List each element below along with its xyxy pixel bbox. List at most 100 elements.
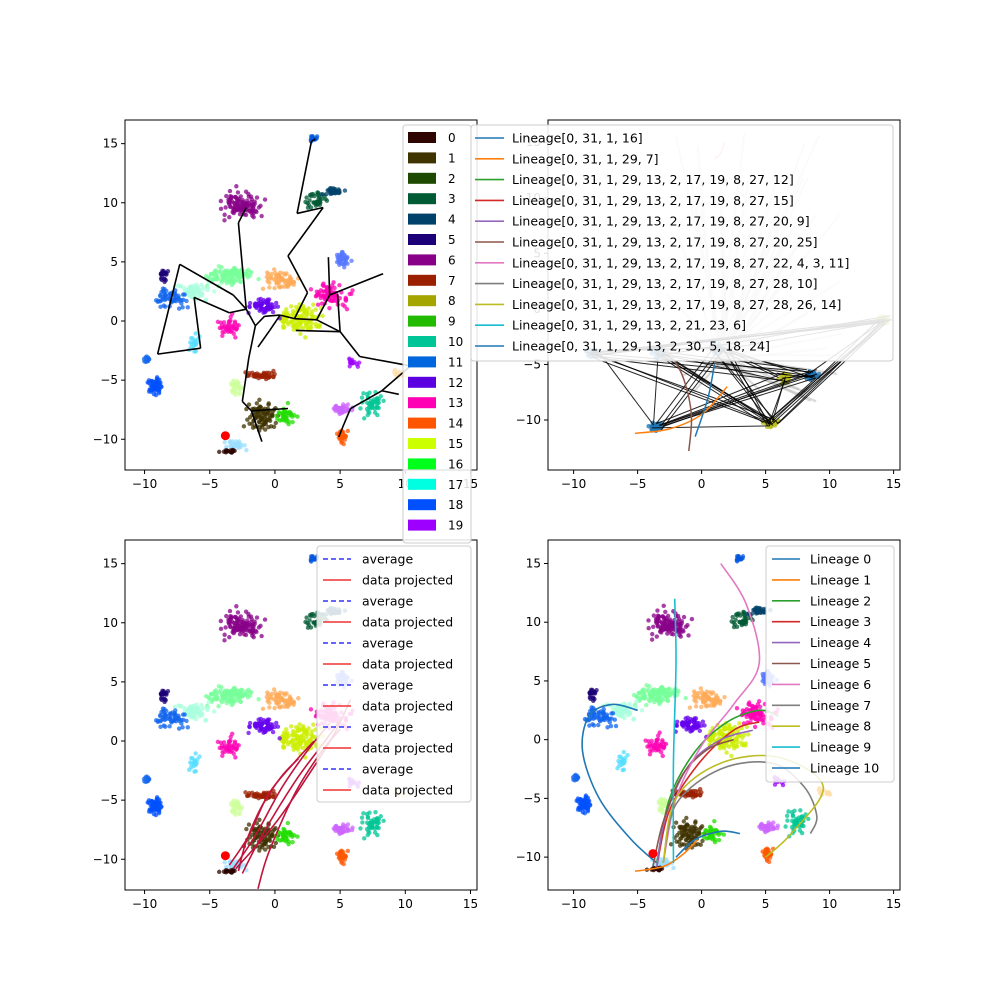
cell-point: [284, 312, 290, 317]
cell-point: [327, 305, 332, 311]
panel-bottom-left-xtick-label: 15: [463, 897, 478, 911]
cell-point: [206, 700, 211, 705]
legend-label: data projected: [362, 741, 453, 756]
cell-point: [315, 302, 321, 307]
cell-point: [663, 626, 668, 631]
cell-point: [281, 271, 286, 276]
cell-point: [318, 200, 323, 205]
cell-point: [641, 687, 646, 692]
legend-label: Lineage[0, 31, 1, 29, 13, 2, 30, 5, 18, …: [512, 339, 770, 354]
cell-point: [203, 273, 209, 279]
cell-point: [604, 715, 610, 720]
cell-point: [707, 690, 713, 695]
cell-point: [590, 696, 596, 701]
graph-edge: [586, 351, 775, 421]
cell-point: [350, 288, 355, 293]
cell-point: [166, 296, 172, 302]
cell-point: [651, 613, 657, 618]
cell-point: [755, 610, 761, 615]
cell-point: [631, 692, 637, 698]
legend-label: average: [362, 678, 413, 693]
overlay-layer: 012345678910111213141516171819Lineage[0,…: [316, 124, 895, 803]
cell-point: [233, 439, 239, 444]
cell-point: [188, 760, 193, 765]
cell-point: [306, 306, 311, 311]
cell-point: [347, 291, 352, 297]
panel-bottom-right-frame: [547, 539, 901, 891]
cell-point: [581, 801, 586, 806]
cell-point: [659, 806, 665, 811]
cell-point: [285, 400, 291, 406]
cell-point: [256, 721, 262, 727]
legend-label: 18: [448, 498, 463, 512]
cell-point: [240, 688, 245, 693]
cell-point: [231, 383, 237, 389]
cell-point: [673, 820, 679, 825]
cell-point: [764, 858, 770, 863]
cell-point: [225, 449, 230, 454]
cell-point: [205, 285, 211, 291]
cell-point: [677, 626, 682, 631]
cell-point: [148, 378, 154, 384]
cell-point: [258, 203, 263, 209]
cell-point: [675, 833, 680, 838]
cell-point: [292, 322, 297, 327]
cell-point: [181, 297, 186, 302]
cell-point: [266, 417, 272, 422]
cell-point: [347, 357, 352, 363]
cell-point: [297, 722, 302, 727]
cell-point: [286, 839, 291, 844]
cell-point: [675, 719, 680, 724]
tree-edge: [251, 407, 289, 412]
lineage-curve: [581, 703, 658, 864]
cell-point: [764, 825, 769, 830]
graph-edge: [711, 348, 779, 425]
cell-point: [761, 606, 767, 612]
legend-label: Lineage 1: [810, 572, 871, 587]
tree-edge: [329, 272, 384, 296]
cell-point: [197, 710, 202, 716]
panel-top-left-start-marker: [220, 431, 230, 441]
cell-point: [277, 736, 282, 741]
cell-point: [344, 307, 350, 312]
cell-point: [268, 833, 273, 838]
tree-edge: [254, 315, 266, 327]
cell-point: [224, 747, 229, 752]
cell-point: [219, 265, 224, 270]
legend-label: 12: [448, 376, 463, 390]
cell-point: [261, 310, 266, 315]
cell-point: [364, 406, 370, 412]
cell-point: [309, 194, 314, 199]
cell-point: [212, 709, 217, 714]
cell-point: [142, 359, 147, 364]
cell-point: [269, 371, 274, 376]
panel-bottom-right-ytick-label: −5: [523, 791, 541, 805]
cell-point: [271, 424, 277, 430]
cell-point: [676, 689, 681, 694]
legend-label: Lineage 4: [810, 635, 871, 650]
cell-point: [189, 755, 194, 761]
legend-label: 19: [448, 519, 463, 533]
graph-edge: [591, 356, 772, 425]
cell-point: [625, 709, 630, 715]
cell-point: [695, 789, 701, 794]
cell-point: [665, 690, 671, 696]
cell-point: [142, 779, 147, 784]
cell-point: [652, 699, 657, 705]
cell-point: [298, 741, 304, 746]
cell-point: [232, 698, 237, 704]
cell-point: [221, 692, 226, 698]
panel-bottom-left-legend-box: [316, 545, 472, 803]
cell-point: [744, 724, 750, 730]
cell-point: [699, 824, 705, 829]
cell-point: [217, 325, 222, 331]
cell-point: [244, 689, 249, 694]
cell-point: [304, 734, 309, 740]
cell-point: [304, 615, 309, 620]
cell-point: [625, 752, 630, 758]
legend-label: Lineage[0, 31, 1, 29, 13, 2, 17, 19, 8, …: [512, 255, 849, 270]
cell-point: [608, 723, 614, 729]
cell-point: [222, 638, 227, 643]
panel-bottom-right-legend-box: [765, 545, 895, 783]
tree-edge: [179, 263, 234, 296]
